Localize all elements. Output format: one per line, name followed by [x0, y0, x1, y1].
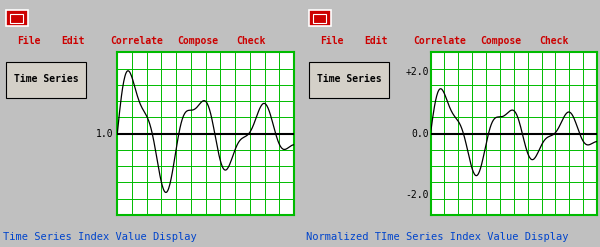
FancyBboxPatch shape: [10, 14, 23, 23]
Text: Time Series Index Value Display: Time Series Index Value Display: [3, 232, 197, 242]
Text: 0.0: 0.0: [411, 129, 429, 139]
Text: -2.0: -2.0: [406, 190, 429, 200]
Text: Normalized TIme Series Index Value Display: Normalized TIme Series Index Value Displ…: [306, 232, 569, 242]
Text: Correlate: Correlate: [110, 36, 164, 46]
Text: Correlate: Correlate: [413, 36, 467, 46]
Text: 1.0: 1.0: [96, 129, 114, 139]
Text: Edit: Edit: [61, 36, 85, 46]
Text: Check: Check: [539, 36, 568, 46]
Text: Compose: Compose: [178, 36, 219, 46]
FancyBboxPatch shape: [308, 62, 389, 98]
Text: File: File: [17, 36, 41, 46]
FancyBboxPatch shape: [5, 62, 86, 98]
Text: Time Series: Time Series: [14, 74, 79, 84]
Text: Compose: Compose: [481, 36, 522, 46]
Text: +2.0: +2.0: [406, 67, 429, 77]
FancyBboxPatch shape: [6, 10, 28, 26]
Text: File: File: [320, 36, 344, 46]
Text: Time Series: Time Series: [317, 74, 382, 84]
FancyBboxPatch shape: [313, 14, 326, 23]
FancyBboxPatch shape: [309, 10, 331, 26]
Text: Check: Check: [236, 36, 265, 46]
Text: Edit: Edit: [364, 36, 388, 46]
